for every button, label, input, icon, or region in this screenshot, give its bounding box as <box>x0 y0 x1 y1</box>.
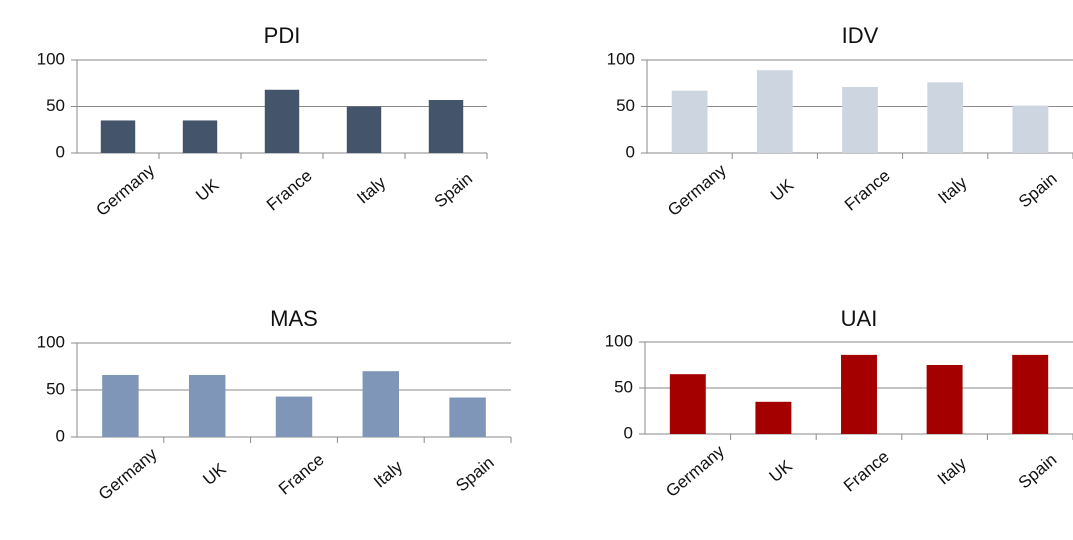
y-tick-label: 50 <box>614 377 633 396</box>
category-label-germany: Germany <box>662 441 728 501</box>
category-label-france: France <box>275 450 328 499</box>
chart-title: MAS <box>270 306 318 331</box>
category-label-uk: UK <box>192 175 223 205</box>
chart-uai: UAI 0 50 100 Germany UK France Italy Spain <box>605 306 1073 501</box>
category-label-germany: Germany <box>664 160 730 220</box>
y-tick-label: 0 <box>56 142 65 161</box>
category-label-italy: Italy <box>934 173 970 208</box>
chart-idv: IDV 0 50 100 Germany UK France Italy Spain <box>607 23 1073 220</box>
bar-italy <box>926 365 963 434</box>
bar-france <box>842 86 878 153</box>
bar-uk <box>756 70 793 153</box>
category-label-uk: UK <box>767 175 798 205</box>
chart-title: UAI <box>841 306 878 331</box>
category-label-france: France <box>263 166 316 215</box>
y-tick-label: 50 <box>46 379 65 398</box>
y-tick-label: 100 <box>37 49 65 68</box>
category-label-france: France <box>841 166 894 215</box>
bar-spain <box>1012 105 1049 153</box>
chart-pdi: PDI 0 50 100 Germany UK France Italy Spain <box>37 23 488 220</box>
y-tick-label: 100 <box>607 49 635 68</box>
y-tick-label: 50 <box>46 96 65 115</box>
category-label-uk: UK <box>766 456 797 486</box>
category-label-spain: Spain <box>431 169 477 212</box>
bar-germany <box>100 120 136 153</box>
category-label-france: France <box>840 447 893 496</box>
y-tick-label: 100 <box>605 331 633 350</box>
category-label-italy: Italy <box>370 457 406 492</box>
bar-germany <box>671 90 708 153</box>
category-label-germany: Germany <box>92 160 158 220</box>
bar-spain <box>449 397 486 437</box>
bar-uk <box>755 401 792 434</box>
category-label-italy: Italy <box>353 173 389 208</box>
bar-germany <box>669 374 706 434</box>
bar-spain <box>1012 354 1049 434</box>
y-tick-label: 0 <box>56 426 65 445</box>
bar-germany <box>102 374 139 437</box>
bar-france <box>841 354 877 434</box>
bar-spain <box>428 99 464 153</box>
bar-france <box>264 89 300 153</box>
category-label-germany: Germany <box>95 444 161 504</box>
bar-italy <box>362 371 400 437</box>
chart-mas: MAS 0 50 100 Germany UK France Italy Spain <box>37 306 512 504</box>
bar-uk <box>188 374 226 437</box>
y-tick-label: 0 <box>624 423 633 442</box>
bar-italy <box>927 82 964 153</box>
category-label-spain: Spain <box>452 453 498 496</box>
y-tick-label: 0 <box>626 142 635 161</box>
y-tick-label: 50 <box>616 96 635 115</box>
category-label-uk: UK <box>199 459 230 489</box>
chart-title: IDV <box>842 23 879 48</box>
category-label-spain: Spain <box>1015 169 1061 212</box>
bar-france <box>275 396 313 437</box>
bar-italy <box>346 106 382 153</box>
bar-uk <box>182 120 218 153</box>
category-label-spain: Spain <box>1015 450 1061 493</box>
y-tick-label: 100 <box>37 332 65 351</box>
category-label-italy: Italy <box>934 454 970 489</box>
chart-title: PDI <box>264 23 301 48</box>
